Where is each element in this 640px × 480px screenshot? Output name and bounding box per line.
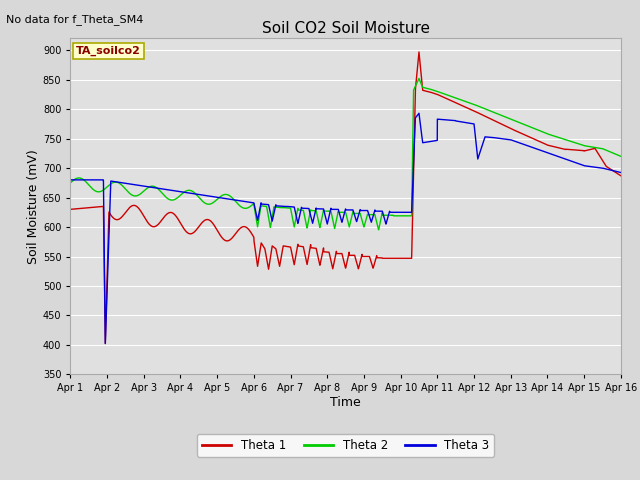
Theta 1: [477, 111, 485, 117]
Theta 3: [477, 145, 485, 151]
Theta 1: [166, 210, 174, 216]
Theta 2: [617, 154, 625, 159]
Theta 1: [415, 49, 423, 55]
Text: No data for f_Theta_SM4: No data for f_Theta_SM4: [6, 14, 144, 25]
Theta 2: [375, 227, 383, 233]
Theta 3: [277, 204, 285, 209]
Theta 3: [102, 341, 109, 347]
Theta 1: [67, 206, 74, 212]
Theta 2: [415, 76, 423, 82]
Theta 3: [166, 187, 174, 193]
Title: Soil CO2 Soil Moisture: Soil CO2 Soil Moisture: [262, 21, 429, 36]
Text: TA_soilco2: TA_soilco2: [76, 46, 141, 56]
Theta 2: [425, 86, 433, 92]
Theta 1: [519, 132, 527, 137]
Theta 3: [415, 110, 423, 116]
Legend: Theta 1, Theta 2, Theta 3: Theta 1, Theta 2, Theta 3: [197, 434, 494, 456]
Theta 3: [617, 169, 625, 175]
Theta 2: [477, 105, 485, 110]
Theta 2: [397, 213, 404, 219]
Theta 2: [166, 197, 174, 203]
Theta 1: [102, 340, 109, 346]
Theta 1: [277, 257, 285, 263]
Theta 3: [425, 139, 433, 144]
Theta 2: [277, 204, 285, 210]
Y-axis label: Soil Moisture (mV): Soil Moisture (mV): [27, 149, 40, 264]
Theta 1: [425, 89, 433, 95]
Theta 3: [519, 141, 527, 147]
Theta 2: [67, 180, 74, 186]
Theta 3: [397, 209, 404, 215]
Theta 1: [617, 173, 625, 179]
Line: Theta 1: Theta 1: [70, 52, 621, 343]
Line: Theta 3: Theta 3: [70, 113, 621, 344]
Line: Theta 2: Theta 2: [70, 79, 621, 230]
Theta 1: [397, 255, 404, 261]
Theta 3: [67, 177, 74, 183]
Theta 2: [519, 121, 527, 127]
X-axis label: Time: Time: [330, 396, 361, 409]
